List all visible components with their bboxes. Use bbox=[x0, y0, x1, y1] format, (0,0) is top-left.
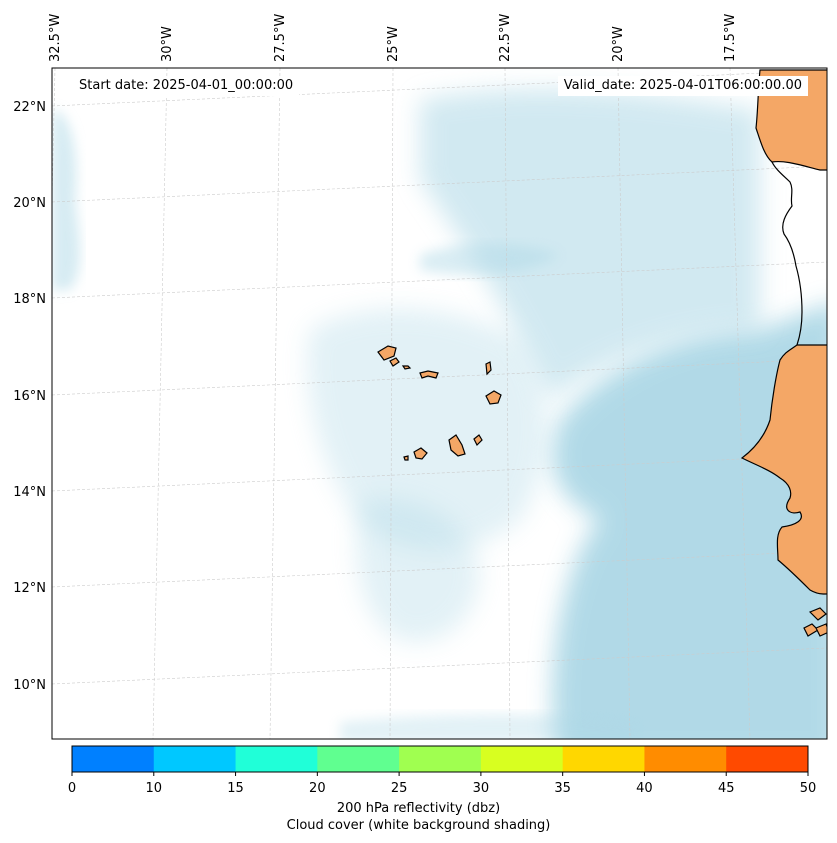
map-frame bbox=[51, 67, 828, 740]
island-sal bbox=[485, 361, 492, 376]
latitude-label: 16°N bbox=[13, 389, 46, 404]
colorbar-label: 200 hPa reflectivity (dbz) bbox=[336, 801, 501, 816]
colorbar-segment bbox=[644, 746, 727, 772]
colorbar-segment bbox=[399, 746, 482, 772]
parallel-line bbox=[52, 550, 827, 588]
island-santo-antao bbox=[377, 345, 397, 361]
island-sao-nicolau bbox=[419, 370, 439, 379]
cloud-region-east-band bbox=[420, 89, 760, 400]
meridian-line bbox=[504, 68, 511, 739]
meridian-line bbox=[152, 68, 168, 739]
colorbar-tick-label: 40 bbox=[636, 781, 653, 796]
cloud-cover-shading bbox=[52, 89, 827, 739]
valid-date-label: Valid_date: 2025-04-01T06:00:00.00 bbox=[557, 76, 808, 96]
map-area bbox=[52, 68, 827, 739]
colorbar-segment bbox=[235, 746, 318, 772]
colorbar-tick-label: 10 bbox=[146, 781, 163, 796]
parallel-line bbox=[52, 358, 827, 396]
parallel-line bbox=[52, 647, 827, 685]
island-fogo bbox=[413, 447, 428, 460]
colorbar-frame bbox=[71, 745, 809, 773]
island-sao-vicente bbox=[389, 357, 400, 367]
island-maio bbox=[473, 434, 483, 447]
colorbar-tick-label: 20 bbox=[309, 781, 326, 796]
island-bissagos-3 bbox=[815, 623, 827, 637]
latitude-label: 12°N bbox=[13, 581, 46, 596]
longitude-label: 27.5°W bbox=[273, 14, 288, 62]
latitude-labels: 22°N 20°N 18°N 16°N 14°N 12°N 10°N bbox=[13, 100, 46, 693]
graticule bbox=[52, 68, 827, 739]
island-santiago bbox=[448, 434, 466, 457]
meridian-line bbox=[389, 68, 394, 739]
colorbar-sublabel: Cloud cover (white background shading) bbox=[286, 818, 551, 833]
colorbar-segment bbox=[72, 746, 155, 772]
latitude-label: 22°N bbox=[13, 100, 46, 115]
colorbar-tick-label: 35 bbox=[554, 781, 571, 796]
colorbar: 0 10 15 20 25 30 35 40 45 50 bbox=[68, 745, 817, 796]
coast-senegal-guinea bbox=[740, 344, 827, 595]
latitude-label: 10°N bbox=[13, 678, 46, 693]
parallel-line bbox=[52, 261, 827, 299]
meridian-line bbox=[729, 68, 751, 739]
island-brava bbox=[403, 455, 409, 461]
colorbar-tick-label: 0 bbox=[68, 781, 76, 796]
parallel-line bbox=[52, 69, 827, 107]
start-date-label: Start date: 2025-04-01_00:00:00 bbox=[73, 76, 300, 96]
island-boa-vista bbox=[485, 390, 502, 405]
island-bissagos-1 bbox=[808, 607, 827, 621]
colorbar-segment bbox=[317, 746, 400, 772]
colorbar-tick-label: 15 bbox=[227, 781, 244, 796]
latitude-label: 14°N bbox=[13, 485, 46, 500]
latitude-label: 20°N bbox=[13, 196, 46, 211]
longitude-label: 32.5°W bbox=[48, 14, 63, 62]
longitude-label: 17.5°W bbox=[723, 14, 738, 62]
longitude-label: 22.5°W bbox=[498, 14, 513, 62]
longitude-label: 20°W bbox=[611, 26, 626, 62]
cloud-region-west-edge bbox=[52, 110, 80, 290]
colorbar-segment bbox=[153, 746, 237, 772]
land-masses bbox=[377, 69, 827, 637]
parallel-line bbox=[52, 165, 827, 203]
cloud-region-bottom-strip bbox=[340, 714, 640, 739]
latitude-label: 18°N bbox=[13, 292, 46, 307]
coastline-mauritania bbox=[771, 161, 803, 346]
colorbar-segment bbox=[480, 746, 564, 772]
meridian-line bbox=[617, 68, 631, 739]
colorbar-tick-label: 45 bbox=[718, 781, 735, 796]
colorbar-segment bbox=[726, 746, 809, 772]
longitude-labels: 32.5°W 30°W 27.5°W 25°W 22.5°W 20°W 17.5°W bbox=[48, 14, 738, 62]
longitude-label: 30°W bbox=[160, 26, 175, 62]
longitude-label: 25°W bbox=[386, 26, 401, 62]
cloud-region-southeast bbox=[552, 304, 827, 739]
colorbar-tick-label: 50 bbox=[800, 781, 817, 796]
cloud-region-north-streak bbox=[420, 243, 560, 275]
island-santa-luzia bbox=[401, 365, 412, 370]
parallel-line bbox=[52, 454, 827, 492]
colorbar-tick-label: 25 bbox=[391, 781, 408, 796]
colorbar-tick-label: 30 bbox=[473, 781, 490, 796]
meridian-line bbox=[269, 68, 281, 739]
colorbar-segment bbox=[562, 746, 645, 772]
